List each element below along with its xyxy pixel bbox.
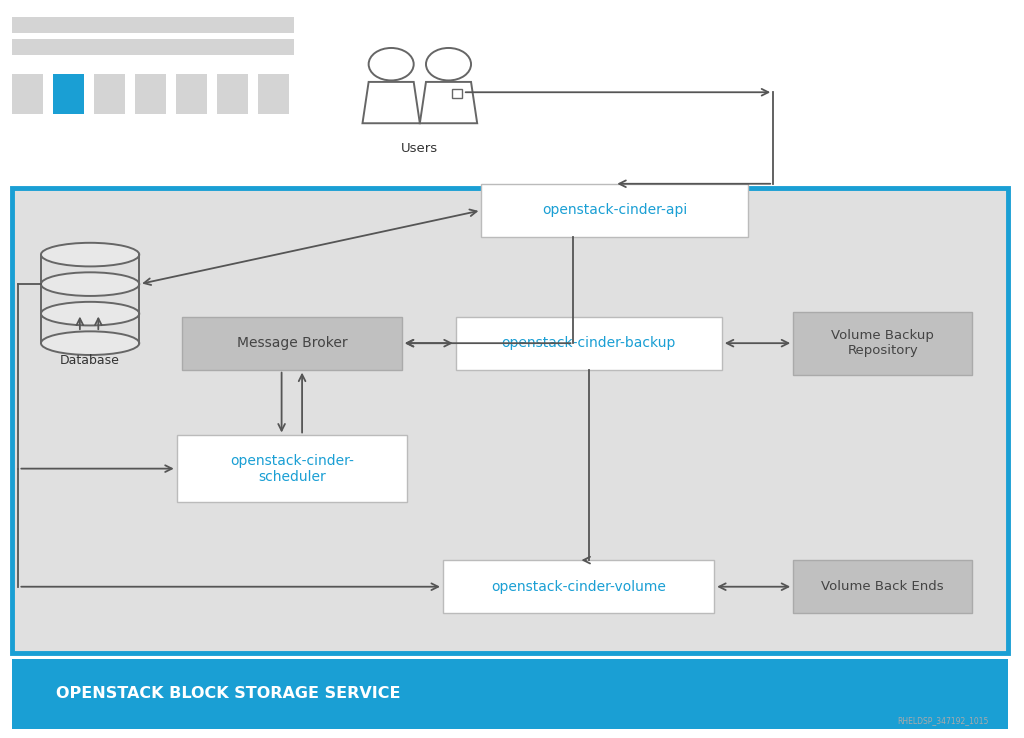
Text: openstack-cinder-
scheduler: openstack-cinder- scheduler <box>230 454 353 483</box>
Text: Volume Back Ends: Volume Back Ends <box>821 580 944 593</box>
Text: OPENSTACK BLOCK STORAGE SERVICE: OPENSTACK BLOCK STORAGE SERVICE <box>56 686 400 701</box>
Text: Users: Users <box>401 142 438 156</box>
Text: Database: Database <box>60 354 120 368</box>
Ellipse shape <box>41 302 139 325</box>
Ellipse shape <box>41 331 139 355</box>
Text: Volume Backup
Repository: Volume Backup Repository <box>831 329 934 357</box>
FancyBboxPatch shape <box>12 74 43 114</box>
FancyBboxPatch shape <box>53 74 84 114</box>
FancyBboxPatch shape <box>217 74 248 114</box>
FancyBboxPatch shape <box>12 188 1008 653</box>
FancyBboxPatch shape <box>442 560 715 613</box>
FancyBboxPatch shape <box>456 317 722 370</box>
FancyBboxPatch shape <box>94 74 125 114</box>
FancyBboxPatch shape <box>176 435 407 502</box>
Text: RHELDSP_347192_1015: RHELDSP_347192_1015 <box>897 716 988 725</box>
FancyBboxPatch shape <box>182 317 401 370</box>
FancyBboxPatch shape <box>135 74 166 114</box>
FancyBboxPatch shape <box>12 17 294 33</box>
Text: openstack-cinder-api: openstack-cinder-api <box>542 204 687 217</box>
Text: openstack-cinder-backup: openstack-cinder-backup <box>502 337 676 350</box>
FancyBboxPatch shape <box>176 74 207 114</box>
Ellipse shape <box>41 272 139 296</box>
FancyBboxPatch shape <box>12 39 294 55</box>
FancyBboxPatch shape <box>481 184 748 237</box>
FancyBboxPatch shape <box>793 311 973 374</box>
Text: openstack-cinder-volume: openstack-cinder-volume <box>492 580 666 593</box>
FancyBboxPatch shape <box>793 560 973 613</box>
Ellipse shape <box>41 243 139 266</box>
Text: Message Broker: Message Broker <box>237 337 347 350</box>
FancyBboxPatch shape <box>12 659 1008 729</box>
FancyBboxPatch shape <box>258 74 289 114</box>
